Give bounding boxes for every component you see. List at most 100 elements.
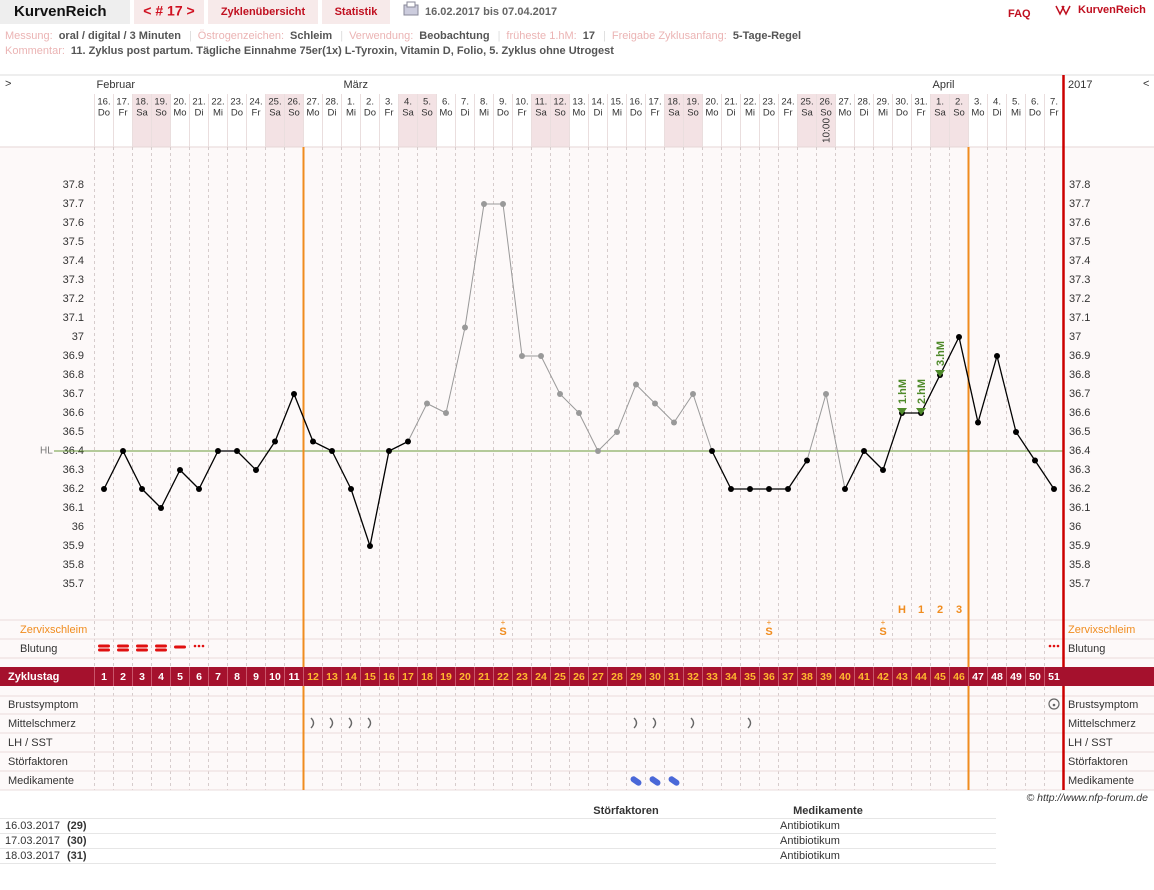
date-label: 18. [667, 97, 680, 108]
weekend-shade [151, 94, 171, 147]
cycle-day: 9 [253, 671, 259, 683]
date-label: 25. [268, 97, 281, 108]
y-tick-label-right: 36 [1069, 521, 1081, 533]
date-label: 7. [461, 97, 469, 108]
weekday-label: Sa [136, 108, 148, 119]
weekday-label: Mo [705, 108, 718, 119]
mucus-mark: + [501, 618, 506, 627]
info-value: Schleim [290, 30, 333, 42]
y-tick-label: 36.7 [63, 388, 84, 400]
temp-point [519, 353, 525, 359]
cycle-day: 22 [497, 671, 509, 683]
row-label: Mittelschmerz [8, 718, 76, 730]
comment-line: Kommentar: 11. Zyklus post partum. Täglic… [5, 44, 809, 59]
shift-marker [916, 408, 926, 415]
weekday-label: So [820, 108, 832, 119]
temp-point [367, 543, 373, 549]
weekend-shade [550, 94, 570, 147]
temp-segment [1015, 431, 1036, 461]
y-tick-label-right: 36.9 [1069, 350, 1090, 362]
weekday-label: Fr [917, 108, 926, 119]
temp-segment [939, 336, 960, 376]
nav-prev[interactable]: > [5, 78, 11, 90]
y-tick-label-right: 37.5 [1069, 236, 1090, 248]
row-label: Störfaktoren [8, 756, 68, 768]
pain-mark [367, 717, 372, 729]
date-label: 21. [192, 97, 205, 108]
plot-bg [0, 147, 1154, 790]
print-icon[interactable] [403, 1, 419, 16]
weekday-label: Mo [971, 108, 984, 119]
pain-mark [348, 717, 353, 729]
weekday-label: Fr [385, 108, 394, 119]
y-tick-label-right: 36.5 [1069, 426, 1090, 438]
weekend-shade [797, 94, 817, 147]
separator: | [188, 30, 192, 42]
y-tick-label-right: 35.9 [1069, 540, 1090, 552]
weekday-label: Do [98, 108, 110, 119]
temp-point [139, 486, 145, 492]
temp-point [671, 419, 677, 426]
temp-segment [464, 203, 485, 328]
mucus-sign: S [879, 626, 886, 638]
date-label: 23. [762, 97, 775, 108]
weekday-label: Di [860, 108, 869, 119]
pain-mark [310, 717, 315, 729]
faq-link[interactable]: FAQ [1008, 8, 1031, 20]
weekday-label: So [421, 108, 433, 119]
y-tick-label-right: 37 [1069, 331, 1081, 343]
date-label: 30. [895, 97, 908, 108]
temp-segment [198, 450, 219, 490]
weekday-label: So [155, 108, 167, 119]
temp-point [728, 486, 734, 492]
cycle-day: 21 [478, 671, 490, 683]
shift-label: 1.hM [897, 379, 909, 404]
separator: | [603, 30, 606, 42]
temp-segment [863, 450, 884, 471]
y-tick-label: 37.8 [63, 179, 84, 191]
temp-segment [255, 441, 276, 471]
nav-box[interactable] [134, 0, 204, 24]
row-label: Zervixschleim [20, 624, 87, 636]
bleeding-spot [1052, 644, 1056, 648]
peak-label: 1 [918, 604, 924, 616]
cycle-day: 15 [364, 671, 376, 683]
date-label: 8. [480, 97, 488, 108]
shift-label: 3.hM [935, 341, 947, 366]
bleeding-spot [1048, 644, 1052, 648]
cycle-day: 46 [953, 671, 965, 683]
tab-label[interactable]: Zyklenübersicht [221, 6, 306, 18]
weekday-label: Mo [173, 108, 186, 119]
weekday-label: Sa [801, 108, 813, 119]
tab[interactable] [208, 0, 318, 24]
logo-text: KurvenReich [1078, 4, 1146, 16]
date-label: 24. [249, 97, 262, 108]
cycle-nav[interactable]: < # 17 > [143, 3, 194, 19]
weekday-label: Do [896, 108, 908, 119]
cycle-day: 1 [101, 671, 107, 683]
tab-label[interactable]: Statistik [335, 6, 379, 18]
weekday-label: Mi [745, 108, 755, 119]
weekend-shade [284, 94, 304, 147]
y-tick-label-right: 36.4 [1069, 445, 1090, 457]
pain-mark [633, 717, 638, 729]
cycle-day: 51 [1048, 671, 1060, 683]
temp-point [291, 391, 297, 397]
cycle-day: 12 [307, 671, 319, 683]
weekend-shade [664, 94, 684, 147]
date-label: 16. [97, 97, 110, 108]
y-tick-label-right: 35.7 [1069, 578, 1090, 590]
temp-point [310, 438, 316, 445]
y-tick-label: 36.8 [63, 369, 84, 381]
y-tick-label-right: 37.2 [1069, 293, 1090, 305]
nav-next[interactable]: < [1143, 78, 1149, 90]
pain-mark [329, 717, 334, 729]
footer-date: 16.03.2017 [5, 820, 60, 832]
weekday-label: Di [328, 108, 337, 119]
tab[interactable] [322, 0, 390, 24]
cycle-day: 47 [972, 671, 984, 683]
cycle-day: 16 [383, 671, 395, 683]
cycle-day-label: Zyklustag [8, 671, 59, 683]
date-label: 1. [936, 97, 944, 108]
weekday-label: Do [231, 108, 243, 119]
